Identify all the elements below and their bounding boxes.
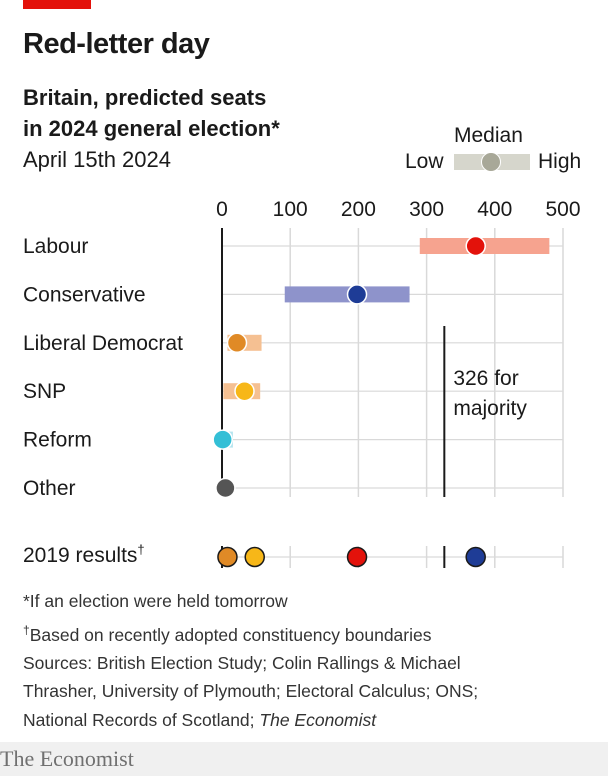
seats-chart: 0 100 200 300 400 500 326 for majority Labour C… — [23, 198, 581, 568]
subtitle-line-1: Britain, predicted seats — [23, 85, 267, 110]
chart-date: April 15th 2024 — [23, 147, 171, 172]
median-dot-snp — [234, 380, 255, 402]
x-tick-label: 300 — [409, 198, 444, 221]
sources-line-3-prefix: National Records of Scotland; — [23, 709, 260, 730]
sources-line-3-italic: The Economist — [259, 709, 377, 730]
x-tick-label: 0 — [216, 198, 228, 221]
category-label-liberal-democrat: Liberal Democrat — [23, 332, 183, 355]
category-label-other: Other — [23, 477, 76, 500]
subtitle-line-2: in 2024 general election* — [23, 116, 280, 141]
majority-label-line-2: majority — [453, 397, 527, 420]
footnote-1: *If an election were held tomorrow — [23, 591, 288, 611]
category-label-conservative: Conservative — [23, 283, 146, 306]
result-2019-dot-liberal-democrat — [217, 546, 238, 568]
chart-subtitle: Britain, predicted seats in 2024 general… — [23, 82, 280, 144]
result-2019-dot-snp — [244, 546, 265, 568]
median-dot-labour — [465, 235, 486, 257]
brand-red-tag — [23, 0, 91, 9]
footnote-2: †Based on recently adopted constituency … — [23, 616, 593, 649]
footnote-2-mark: † — [23, 622, 30, 637]
category-label-reform: Reform — [23, 429, 92, 452]
x-tick-label: 400 — [477, 198, 512, 221]
x-tick-label: 500 — [545, 198, 580, 221]
x-tick-label: 200 — [341, 198, 376, 221]
sources-line-1: Sources: British Election Study; Colin R… — [23, 652, 461, 673]
chart-card: Red-letter day Britain, predicted seats … — [0, 0, 608, 742]
result-2019-dot-labour — [346, 546, 368, 568]
category-label-snp: SNP — [23, 380, 66, 403]
median-dot-other — [215, 477, 236, 499]
results-2019-layer — [217, 546, 486, 568]
ranges-layer — [212, 235, 550, 499]
majority-layer: 326 for majority — [443, 326, 527, 568]
x-axis: 0 100 200 300 400 500 — [216, 198, 581, 568]
category-labels: Labour Conservative Liberal Democrat SNP Ref… — [23, 235, 183, 567]
majority-label-line-1: 326 for — [453, 367, 518, 390]
results-2019-mark: † — [137, 542, 144, 557]
result-2019-dot-conservative — [465, 546, 486, 568]
median-dot-conservative — [346, 284, 368, 305]
results-2019-label: 2019 results† — [23, 542, 145, 567]
sources-line-3: National Records of Scotland; The Econom… — [23, 706, 593, 735]
footnotes: *If an election were held tomorrow †Base… — [23, 587, 593, 734]
footnote-2-text: Based on recently adopted constituency b… — [29, 624, 432, 645]
brand-wordmark: The Economist — [0, 746, 134, 771]
median-dot-liberal-democrat — [226, 332, 248, 354]
sources-line-2: Thrasher, University of Plymouth; Electo… — [23, 681, 479, 702]
chart-title: Red-letter day — [23, 28, 210, 60]
category-label-labour: Labour — [23, 235, 88, 258]
median-dot-reform — [212, 429, 233, 450]
x-tick-label: 100 — [273, 198, 308, 221]
